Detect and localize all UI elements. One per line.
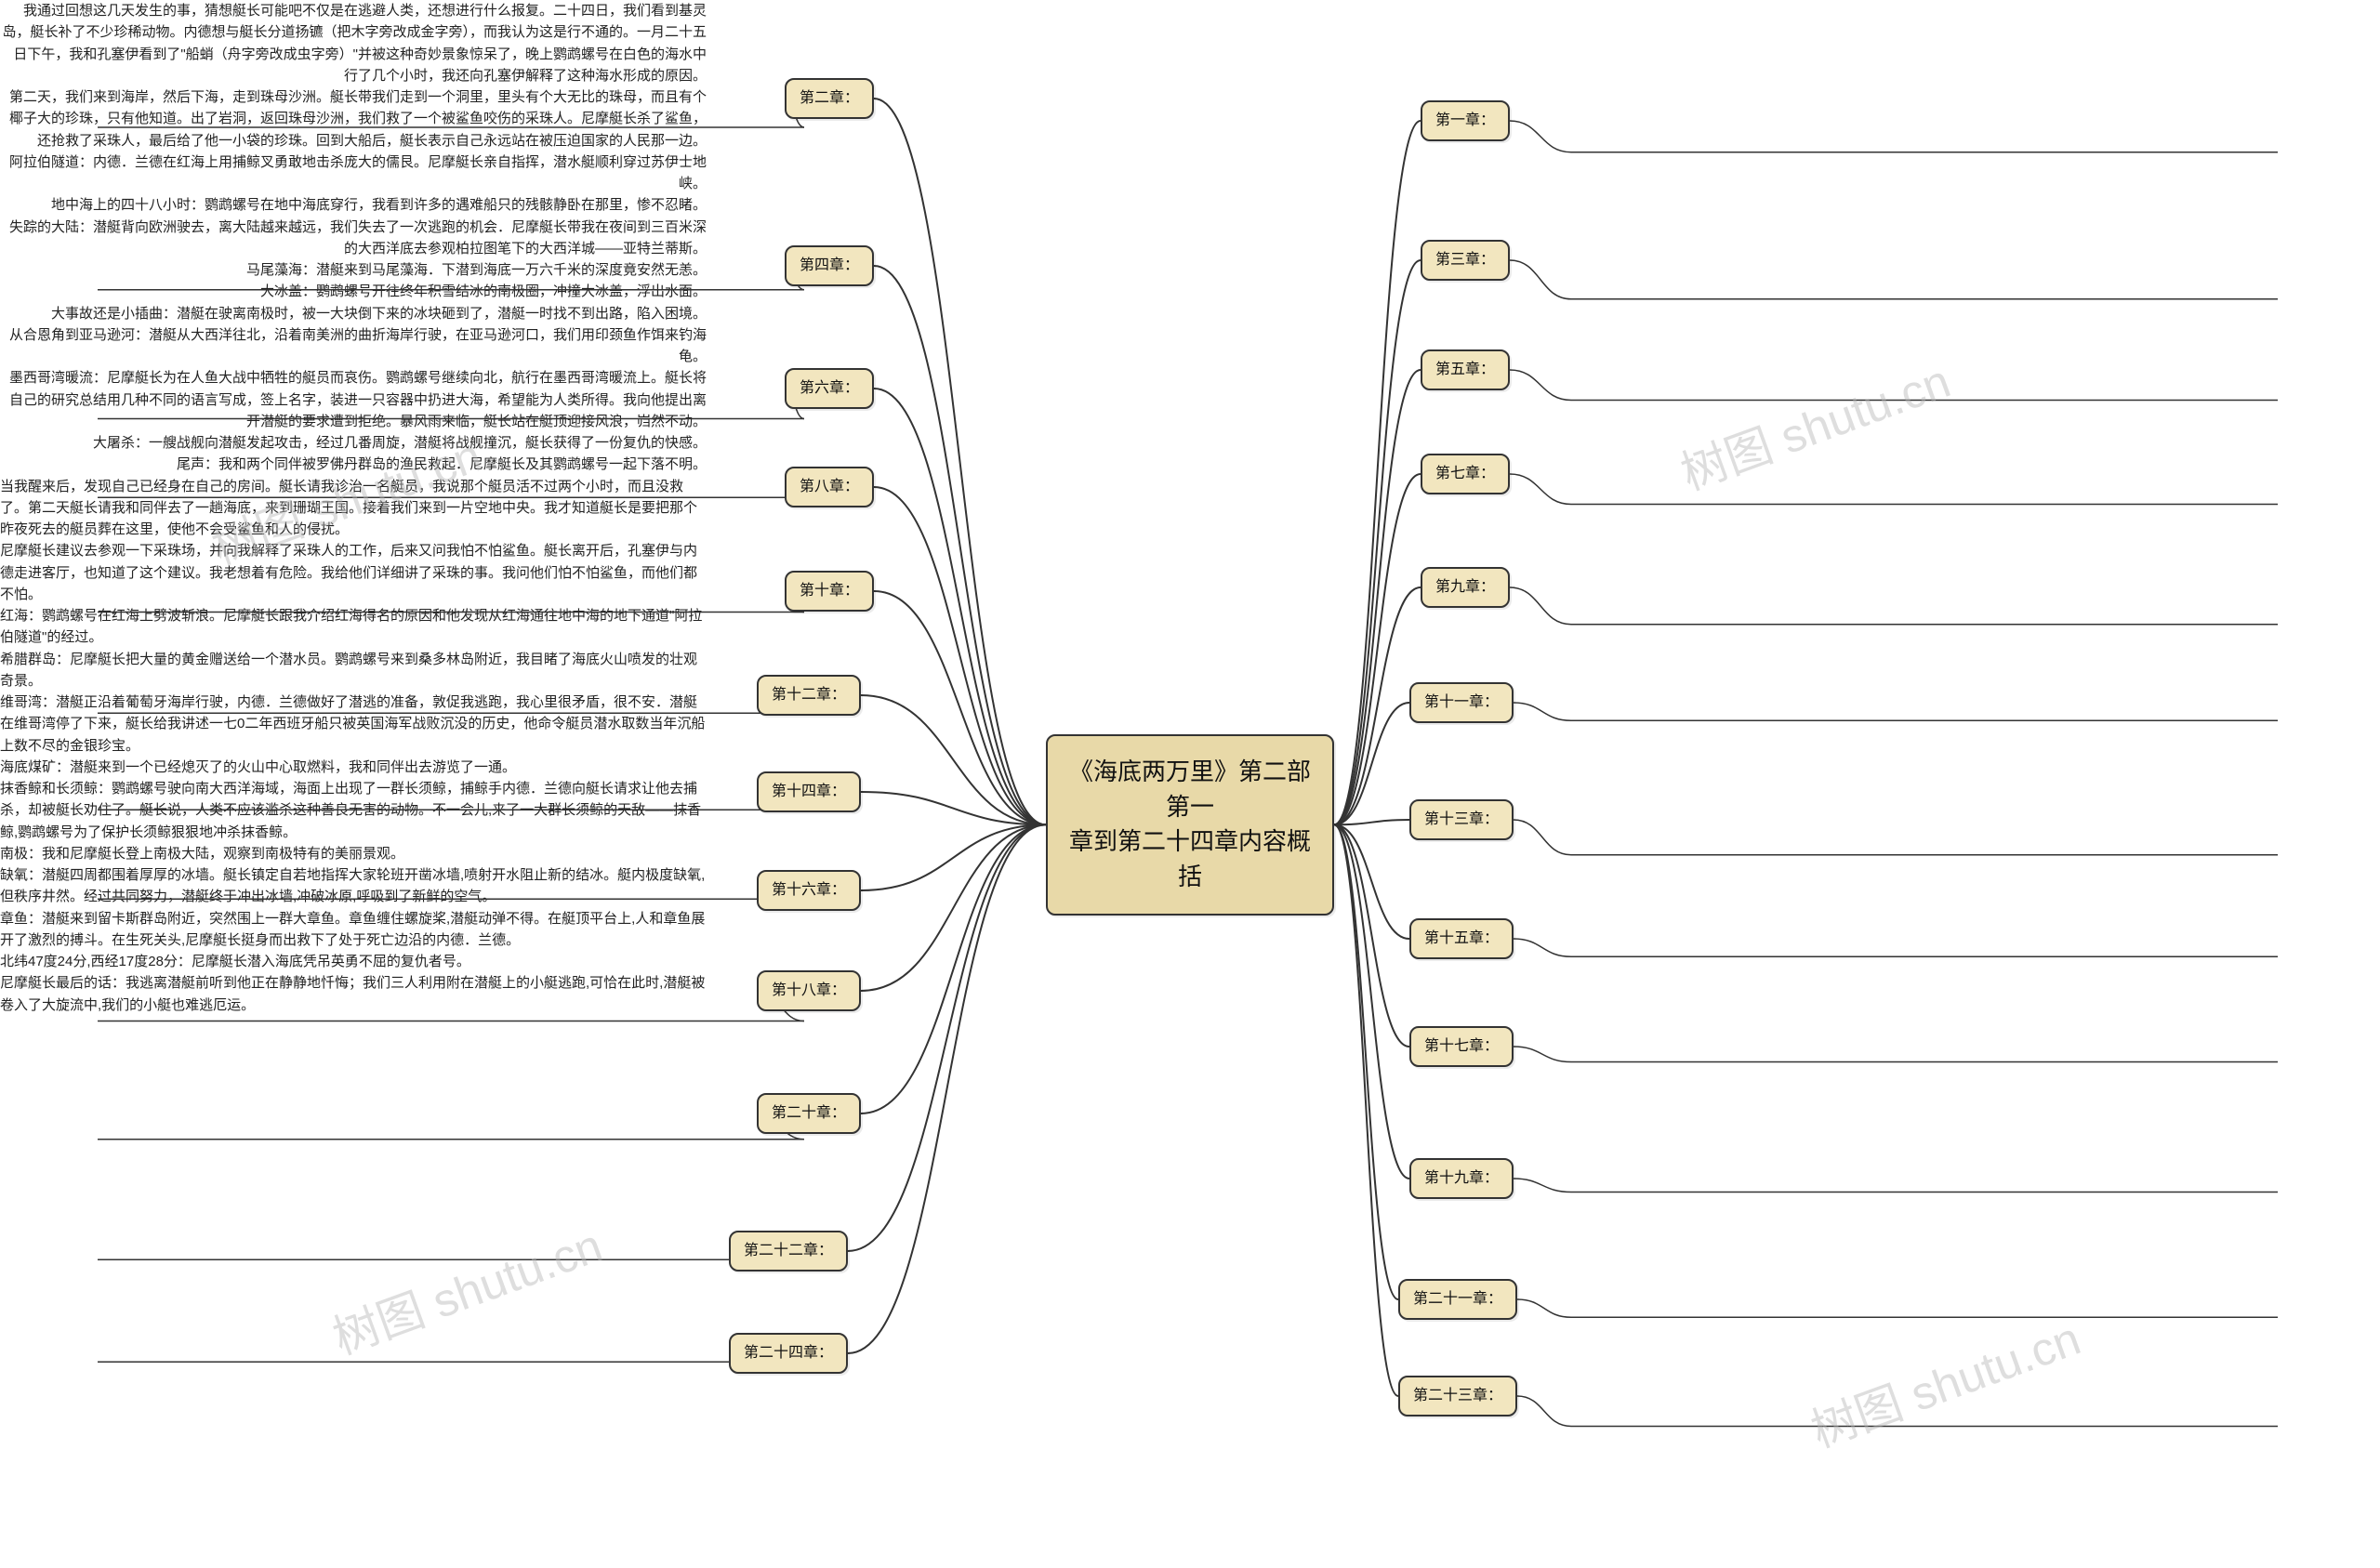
chapter-content: 尼摩艇长最后的话：我逃离潜艇前听到他正在静静地忏悔；我们三人利用附在潜艇上的小艇…: [0, 972, 707, 1016]
chapter-content: 失踪的大陆：潜艇背向欧洲驶去，离大陆越来越远，我们失去了一次逃跑的机会．尼摩艇长…: [0, 217, 707, 260]
chapter-content: 南极：我和尼摩艇长登上南极大陆，观察到南极特有的美丽景观。: [0, 843, 707, 864]
chapter-content: 当我醒来后，发现自己已经身在自己的房间。艇长请我诊治一名艇员，我说那个艇员活不过…: [0, 476, 707, 541]
chapter-content: 缺氧：潜艇四周都围着厚厚的冰墙。艇长镇定自若地指挥大家轮班开凿冰墙,喷射开水阻止…: [0, 864, 707, 908]
chapter-content: 马尾藻海：潜艇来到马尾藻海．下潜到海底一万六千米的深度竟安然无恙。: [0, 259, 707, 281]
chapter-node: 第三章：: [1421, 240, 1510, 280]
center-title-line: 《海底两万里》第二部第一: [1064, 755, 1316, 824]
chapter-content: 大事故还是小插曲：潜艇在驶离南极时，被一大块倒下来的冰块砸到了，潜艇一时找不到出…: [0, 303, 707, 324]
chapter-node: 第二十三章：: [1398, 1376, 1517, 1416]
chapter-content: 大冰盖：鹦鹉螺号开往终年积雪结冰的南极圈，冲撞大冰盖，浮出水面。: [0, 281, 707, 302]
chapter-content: 尾声：我和两个同伴被罗佛丹群岛的渔民救起．尼摩艇长及其鹦鹉螺号一起下落不明。: [0, 454, 707, 475]
chapter-content: 阿拉伯隧道：内德．兰德在红海上用捕鲸叉勇敢地击杀庞大的儒艮。尼摩艇长亲自指挥，潜…: [0, 152, 707, 195]
chapter-content: 从合恩角到亚马逊河：潜艇从大西洋往北，沿着南美洲的曲折海岸行驶，在亚马逊河口，我…: [0, 324, 707, 368]
chapter-node: 第二十四章：: [729, 1333, 848, 1373]
chapter-content: 红海：鹦鹉螺号在红海上劈波斩浪。尼摩艇长跟我介绍红海得名的原因和他发现从红海通往…: [0, 605, 707, 649]
chapter-node: 第二十一章：: [1398, 1279, 1517, 1319]
chapter-content: 墨西哥湾暖流：尼摩艇长为在人鱼大战中牺牲的艇员而哀伤。鹦鹉螺号继续向北，航行在墨…: [0, 367, 707, 432]
chapter-node: 第二十二章：: [729, 1231, 848, 1271]
chapter-node: 第二章：: [785, 78, 874, 118]
chapter-content: 大屠杀：一艘战舰向潜艇发起攻击，经过几番周旋，潜艇将战舰撞沉，艇长获得了一份复仇…: [0, 432, 707, 454]
chapter-content: 地中海上的四十八小时：鹦鹉螺号在地中海底穿行，我看到许多的遇难船只的残骸静卧在那…: [0, 194, 707, 216]
chapter-content: 章鱼：潜艇来到留卡斯群岛附近，突然围上一群大章鱼。章鱼缠住螺旋桨,潜艇动弹不得。…: [0, 908, 707, 952]
chapter-node: 第十章：: [785, 571, 874, 611]
mindmap-canvas: 树图 shutu.cn树图 shutu.cn树图 shutu.cn树图 shut…: [0, 0, 2380, 1568]
chapter-node: 第十八章：: [757, 970, 861, 1010]
chapter-node: 第十五章：: [1409, 918, 1514, 958]
chapter-content: 抹香鲸和长须鲸：鹦鹉螺号驶向南大西洋海域，海面上出现了一群长须鲸，捕鲸手内德．兰…: [0, 778, 707, 843]
watermark: 树图 shutu.cn: [1801, 1301, 2088, 1460]
chapter-node: 第一章：: [1421, 100, 1510, 140]
chapter-node: 第八章：: [785, 467, 874, 507]
chapter-content: 维哥湾：潜艇正沿着葡萄牙海岸行驶，内德．兰德做好了潜逃的准备，敦促我逃跑，我心里…: [0, 692, 707, 757]
chapter-node: 第二十章：: [757, 1093, 861, 1133]
center-title-node: 《海底两万里》第二部第一章到第二十四章内容概括: [1046, 734, 1334, 916]
chapter-node: 第五章：: [1421, 349, 1510, 389]
chapter-node: 第十一章：: [1409, 682, 1514, 722]
chapter-node: 第七章：: [1421, 454, 1510, 494]
watermark: 树图 shutu.cn: [323, 1208, 610, 1367]
chapter-node: 第十四章：: [757, 771, 861, 811]
chapter-content: 北纬47度24分,西经17度28分：尼摩艇长潜入海底凭吊英勇不屈的复仇者号。: [0, 951, 707, 972]
center-title-line: 章到第二十四章内容概括: [1064, 824, 1316, 894]
chapter-node: 第十九章：: [1409, 1158, 1514, 1198]
chapter-node: 第十二章：: [757, 675, 861, 715]
chapter-node: 第十七章：: [1409, 1026, 1514, 1066]
chapter-content: 第二天，我们来到海岸，然后下海，走到珠母沙洲。艇长带我们走到一个洞里，里头有个大…: [0, 86, 707, 152]
chapter-content: 希腊群岛：尼摩艇长把大量的黄金赠送给一个潜水员。鹦鹉螺号来到桑多林岛附近，我目睹…: [0, 649, 707, 692]
watermark: 树图 shutu.cn: [1671, 344, 1958, 503]
chapter-node: 第十三章：: [1409, 799, 1514, 839]
chapter-content: 我通过回想这几天发生的事，猜想艇长可能吧不仅是在逃避人类，还想进行什么报复。二十…: [0, 0, 707, 86]
chapter-node: 第六章：: [785, 368, 874, 408]
chapter-node: 第九章：: [1421, 567, 1510, 607]
chapter-node: 第四章：: [785, 245, 874, 285]
chapter-content: 尼摩艇长建议去参观一下采珠场，并向我解释了采珠人的工作，后来又问我怕不怕鲨鱼。艇…: [0, 540, 707, 605]
chapter-content: 海底煤矿：潜艇来到一个已经熄灭了的火山中心取燃料，我和同伴出去游览了一通。: [0, 757, 707, 778]
chapter-node: 第十六章：: [757, 870, 861, 910]
